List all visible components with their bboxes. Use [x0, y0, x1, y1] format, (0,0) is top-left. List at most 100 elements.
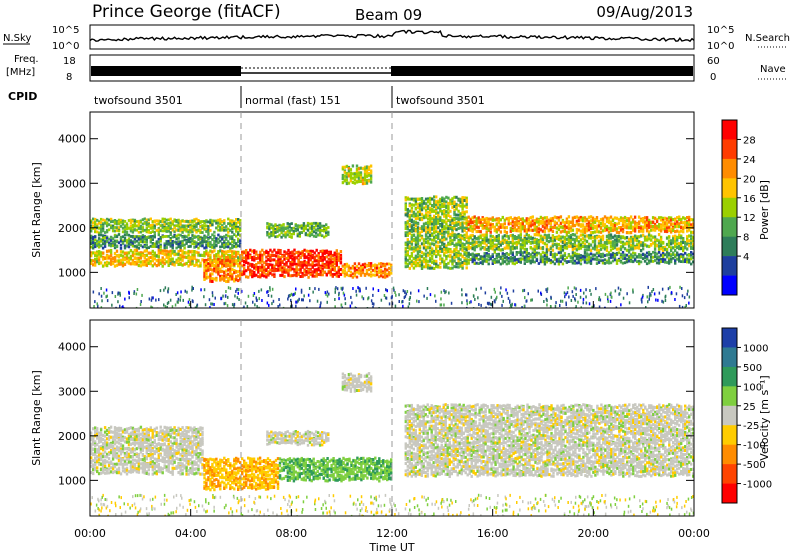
- powData-cell-8: [441, 243, 444, 247]
- powData-cell-1: [239, 244, 242, 248]
- powData-cell-9: [623, 225, 627, 229]
- powData-cell-10: [467, 239, 470, 243]
- powData-cell-9: [631, 225, 635, 229]
- powData-cell-0: [135, 228, 139, 232]
- powData-cell-7: [359, 171, 363, 175]
- powData-cell-0: [193, 226, 196, 230]
- powData-cell-8: [439, 209, 442, 213]
- powData-cell-10: [599, 244, 603, 248]
- powData-cell-11: [625, 253, 629, 257]
- powData-cell-1: [153, 233, 156, 237]
- powData-cell-4: [315, 259, 318, 263]
- powData-cell-0: [92, 227, 95, 230]
- powData-cell-7: [361, 167, 365, 171]
- powData-cell-10: [539, 237, 543, 241]
- powData-cell-2: [123, 257, 127, 261]
- powData-cell-9: [525, 230, 528, 234]
- powData-cell-10: [523, 243, 526, 247]
- powData-cell-9: [651, 228, 655, 232]
- powData-scatter: [227, 295, 229, 299]
- powData-cell-10: [667, 241, 671, 245]
- powData-cell-10: [613, 234, 617, 238]
- powData-cell-10: [623, 242, 627, 246]
- powData-scatter: [128, 296, 130, 300]
- powData-cell-9: [607, 220, 611, 225]
- powData-cell-4: [283, 275, 286, 279]
- powData-cell-1: [217, 237, 220, 241]
- powData-cell-3: [231, 275, 234, 279]
- powData-cell-11: [533, 250, 536, 254]
- powData-scatter: [664, 294, 667, 298]
- powData-cell-3: [217, 258, 220, 262]
- powData-cell-1: [191, 237, 194, 241]
- powData-cell-5: [363, 265, 367, 269]
- date-label: 09/Aug/2013: [596, 3, 693, 21]
- powData-cell-8: [418, 197, 422, 201]
- powData-cell-2: [121, 261, 125, 265]
- powData-cell-11: [637, 253, 641, 256]
- powData-cell-9: [569, 227, 573, 231]
- powData-scatter: [607, 299, 609, 303]
- powData-scatter: [367, 296, 370, 300]
- powData-cell-9: [555, 216, 559, 220]
- powData-cell-9: [513, 226, 516, 230]
- powData-cell-0: [173, 230, 176, 234]
- powData-cell-0: [113, 229, 117, 233]
- powData-scatter: [135, 292, 138, 296]
- powData-scatter: [595, 287, 597, 291]
- powData-cell-1: [225, 238, 228, 241]
- powData-cell-11: [653, 251, 657, 255]
- powData-scatter: [261, 299, 263, 302]
- powData-cell-4: [247, 275, 250, 279]
- powData-cell-3: [225, 275, 228, 279]
- powData-cell-1: [225, 233, 228, 237]
- powData-cell-11: [641, 253, 645, 256]
- powData-cell-8: [449, 220, 452, 224]
- powData-cell-10: [565, 242, 569, 246]
- powData-scatter: [577, 300, 579, 304]
- powData-cell-8: [406, 264, 409, 268]
- powData-cell-0: [163, 223, 166, 226]
- powData-cell-0: [157, 219, 160, 223]
- powData-cell-2: [133, 252, 137, 256]
- powData-cell-2: [183, 251, 186, 255]
- powData-cell-4: [253, 270, 256, 274]
- powData-cell-4: [327, 251, 330, 255]
- powData-cell-4: [329, 268, 332, 272]
- powData-cell-9: [517, 216, 520, 220]
- powData-cell-9: [541, 221, 545, 225]
- power-background: [90, 112, 694, 308]
- powData-scatter: [362, 297, 365, 301]
- powData-cell-6: [318, 224, 322, 228]
- powData-cell-3: [239, 275, 242, 279]
- powData-cell-8: [447, 219, 450, 222]
- powData-scatter: [338, 297, 340, 301]
- powData-cell-4: [295, 262, 298, 266]
- powData-cell-9: [519, 225, 522, 229]
- powData-scatter: [176, 300, 179, 304]
- powData-cell-0: [237, 218, 240, 221]
- powData-cell-10: [539, 239, 543, 243]
- powData-cell-5: [359, 274, 363, 277]
- powData-cell-0: [99, 225, 103, 229]
- powData-cell-10: [471, 247, 474, 251]
- powData-cell-2: [113, 251, 117, 256]
- powData-cell-11: [503, 256, 506, 260]
- powData-cell-1: [163, 242, 166, 246]
- powData-cell-10: [619, 240, 623, 244]
- powData-cell-2: [191, 262, 194, 266]
- powData-cell-10: [607, 233, 611, 237]
- powData-cell-4: [251, 263, 254, 267]
- powData-cell-10: [501, 248, 504, 252]
- powData-scatter: [640, 298, 643, 302]
- powData-cell-8: [457, 221, 460, 224]
- powData-scatter: [166, 306, 168, 308]
- powData-cell-9: [587, 221, 591, 225]
- powData-cell-1: [151, 245, 154, 248]
- powData-cell-6: [286, 230, 289, 233]
- powData-cell-4: [321, 262, 324, 266]
- powData-cell-0: [143, 222, 146, 225]
- powData-cell-1: [229, 237, 232, 240]
- powData-cell-2: [199, 253, 202, 257]
- powData-cell-4: [261, 248, 264, 252]
